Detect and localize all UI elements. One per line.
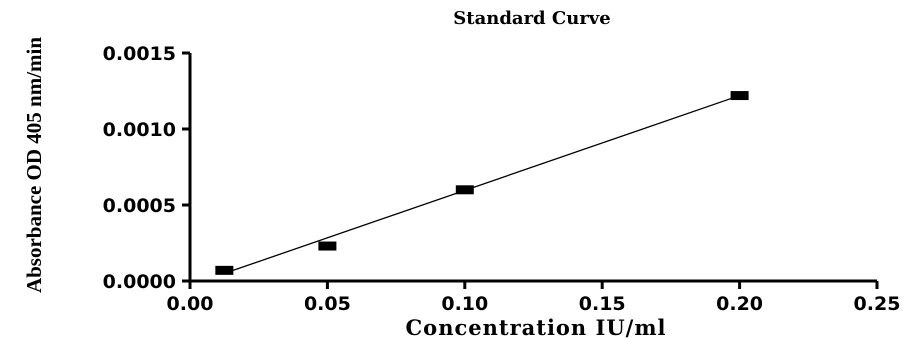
x-tick-label: 0.10 bbox=[441, 293, 488, 315]
data-point bbox=[318, 241, 337, 251]
data-point bbox=[730, 91, 749, 101]
y-tick-label: 0.0010 bbox=[103, 119, 176, 141]
x-tick-label: 0.00 bbox=[167, 293, 214, 315]
x-tick-label: 0.15 bbox=[579, 293, 626, 315]
y-axis-label: Absorbance OD 405 nm/min bbox=[22, 37, 46, 293]
data-point bbox=[455, 185, 474, 195]
x-tick-label: 0.05 bbox=[304, 293, 351, 315]
y-tick-label: 0.0005 bbox=[103, 195, 176, 217]
y-tick-label: 0.0015 bbox=[103, 43, 176, 65]
x-tick-label: 0.20 bbox=[716, 293, 763, 315]
data-point bbox=[215, 265, 234, 275]
fit-line bbox=[224, 94, 740, 275]
y-tick-label: 0.0000 bbox=[103, 271, 176, 293]
x-axis-label: Concentration IU/ml bbox=[405, 315, 666, 339]
x-tick-label: 0.25 bbox=[854, 293, 901, 315]
chart-title: Standard Curve bbox=[453, 8, 610, 29]
